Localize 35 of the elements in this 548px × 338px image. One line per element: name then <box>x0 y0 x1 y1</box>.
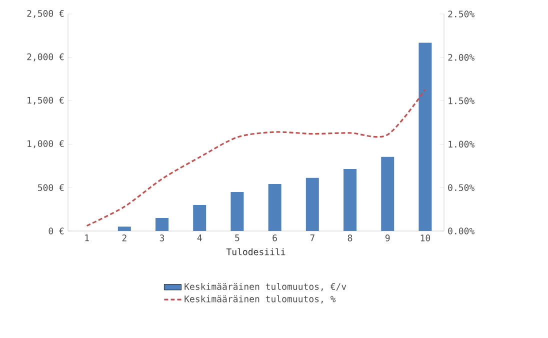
bar <box>156 218 169 231</box>
x-tick-label: 9 <box>385 234 390 242</box>
x-tick-label: 4 <box>197 234 202 242</box>
y2-tick-label: 0.50% <box>448 184 474 191</box>
legend-label: Keskimääräinen tulomuutos, €/v <box>184 282 346 292</box>
x-tick-label: 7 <box>310 234 314 242</box>
y2-tick-label: 2.00% <box>448 54 474 61</box>
x-tick-label: 2 <box>122 234 126 242</box>
y2-tick-label: 1.50% <box>448 97 474 104</box>
x-tick-label: 10 <box>420 234 430 242</box>
bar <box>306 178 319 231</box>
y-tick-label: 2,500 € <box>27 10 64 18</box>
x-tick-label: 8 <box>348 234 352 242</box>
y2-tick-label: 1.00% <box>448 140 474 148</box>
y2-tick-label: 2.50% <box>448 10 474 18</box>
y2-tick-label: 0.00% <box>448 228 474 234</box>
y-tick-label: 1,000 € <box>28 140 64 148</box>
x-axis-title: Tulodesiili <box>226 248 286 256</box>
bar <box>268 184 282 231</box>
legend-label: Keskimääräinen tulomuutos, % <box>184 295 336 304</box>
bar <box>381 156 394 231</box>
x-tick-label: 6 <box>272 234 277 242</box>
y-tick-label: 0 € <box>48 228 64 234</box>
bar <box>344 168 357 231</box>
x-tick-label: 5 <box>235 234 240 242</box>
y-tick-label: 500 € <box>38 184 64 191</box>
bar <box>193 204 206 231</box>
x-tick-label: 3 <box>160 234 164 242</box>
line-series <box>86 88 426 227</box>
bar <box>118 226 131 231</box>
bar <box>230 192 244 231</box>
bar <box>418 42 432 231</box>
y-tick-label: 2,000 € <box>27 53 64 62</box>
y-tick-label: 1,500 € <box>28 96 64 105</box>
x-tick-label: 1 <box>85 234 89 242</box>
